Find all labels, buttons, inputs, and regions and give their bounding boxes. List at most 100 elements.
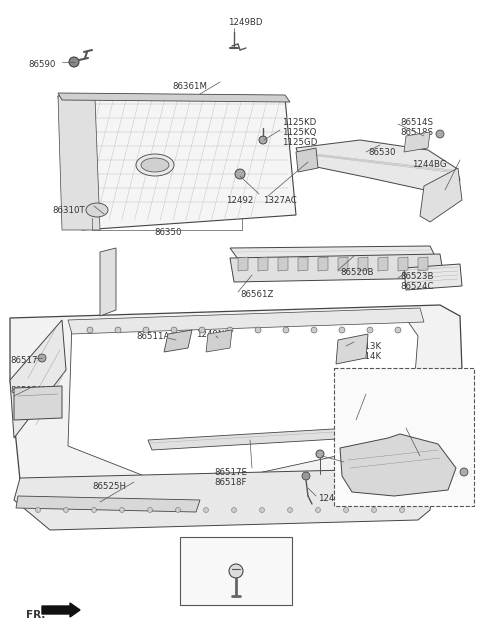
Polygon shape <box>58 93 290 102</box>
Polygon shape <box>58 96 100 230</box>
Ellipse shape <box>141 158 169 172</box>
Text: 86513K: 86513K <box>348 342 381 351</box>
Polygon shape <box>418 257 428 271</box>
Circle shape <box>87 327 93 333</box>
Circle shape <box>231 508 237 513</box>
FancyBboxPatch shape <box>334 368 474 506</box>
Circle shape <box>311 327 317 333</box>
Circle shape <box>339 327 345 333</box>
Text: FR.: FR. <box>26 610 46 620</box>
Polygon shape <box>10 305 462 516</box>
Circle shape <box>259 136 267 144</box>
Polygon shape <box>238 257 248 271</box>
Polygon shape <box>58 96 296 230</box>
Circle shape <box>143 327 149 333</box>
Circle shape <box>176 508 180 513</box>
Circle shape <box>367 327 373 333</box>
Circle shape <box>204 508 208 513</box>
Text: 86514K: 86514K <box>348 352 381 361</box>
Polygon shape <box>296 140 460 192</box>
Text: 86517: 86517 <box>10 356 37 365</box>
Text: 86590: 86590 <box>28 60 55 69</box>
FancyArrow shape <box>42 603 80 617</box>
Text: 86523B: 86523B <box>400 272 433 281</box>
Polygon shape <box>296 148 318 172</box>
Text: 1244FE: 1244FE <box>318 494 350 503</box>
Circle shape <box>171 327 177 333</box>
Circle shape <box>235 169 245 179</box>
Circle shape <box>372 508 376 513</box>
Polygon shape <box>336 334 368 364</box>
Text: 86518S: 86518S <box>400 128 433 137</box>
Circle shape <box>255 327 261 333</box>
Polygon shape <box>100 248 116 316</box>
Text: 92201: 92201 <box>368 390 396 399</box>
Text: 86514S: 86514S <box>400 118 433 127</box>
Polygon shape <box>230 254 444 282</box>
Polygon shape <box>420 168 462 222</box>
Circle shape <box>460 468 468 476</box>
Ellipse shape <box>86 203 108 217</box>
Polygon shape <box>404 264 462 290</box>
Circle shape <box>288 508 292 513</box>
Text: 86525H: 86525H <box>92 482 126 491</box>
Text: 86511A: 86511A <box>136 332 169 341</box>
Text: 1249NL: 1249NL <box>196 330 229 339</box>
Circle shape <box>302 472 310 480</box>
Text: 86520B: 86520B <box>340 268 373 277</box>
Polygon shape <box>340 434 456 496</box>
Text: 1125KD: 1125KD <box>282 118 316 127</box>
Ellipse shape <box>136 154 174 176</box>
Polygon shape <box>358 257 368 271</box>
Circle shape <box>227 327 233 333</box>
Polygon shape <box>398 257 408 271</box>
Text: 86561Z: 86561Z <box>240 290 274 299</box>
Circle shape <box>38 354 46 362</box>
Text: 12492: 12492 <box>226 196 253 205</box>
Polygon shape <box>404 132 430 152</box>
Circle shape <box>115 327 121 333</box>
Text: 1249BD: 1249BD <box>228 18 263 27</box>
Polygon shape <box>338 257 348 271</box>
Polygon shape <box>206 330 232 352</box>
Text: 1327AC: 1327AC <box>263 196 297 205</box>
Polygon shape <box>68 308 424 334</box>
Text: 18647: 18647 <box>408 424 435 433</box>
Circle shape <box>395 327 401 333</box>
Circle shape <box>283 327 289 333</box>
Text: 86350: 86350 <box>154 228 182 237</box>
Text: 86519M: 86519M <box>10 386 45 395</box>
Polygon shape <box>16 496 200 512</box>
Circle shape <box>229 564 243 578</box>
Circle shape <box>316 450 324 458</box>
Polygon shape <box>230 246 436 262</box>
Text: 86524C: 86524C <box>400 282 433 291</box>
Text: 86518F: 86518F <box>214 478 247 487</box>
Text: 86517E: 86517E <box>214 468 247 477</box>
Text: 86361M: 86361M <box>172 82 207 91</box>
Polygon shape <box>10 320 66 438</box>
Text: 86594: 86594 <box>346 460 373 469</box>
Circle shape <box>63 508 69 513</box>
Circle shape <box>92 508 96 513</box>
Polygon shape <box>298 257 308 271</box>
Polygon shape <box>378 257 388 271</box>
Circle shape <box>199 327 205 333</box>
Polygon shape <box>258 257 268 271</box>
Text: 86530: 86530 <box>368 148 396 157</box>
Polygon shape <box>14 468 434 530</box>
Text: (W/FOG LAMP): (W/FOG LAMP) <box>344 376 407 385</box>
Circle shape <box>260 508 264 513</box>
Polygon shape <box>68 310 418 490</box>
Text: 1244BG: 1244BG <box>412 160 446 169</box>
Polygon shape <box>278 257 288 271</box>
Polygon shape <box>14 386 62 420</box>
Text: 1125KQ: 1125KQ <box>282 128 316 137</box>
Circle shape <box>120 508 124 513</box>
Text: 1221AC: 1221AC <box>219 548 253 557</box>
Circle shape <box>36 508 40 513</box>
Text: 1125GD: 1125GD <box>282 138 317 147</box>
Text: 92202: 92202 <box>368 400 396 409</box>
Circle shape <box>315 508 321 513</box>
Polygon shape <box>318 257 328 271</box>
